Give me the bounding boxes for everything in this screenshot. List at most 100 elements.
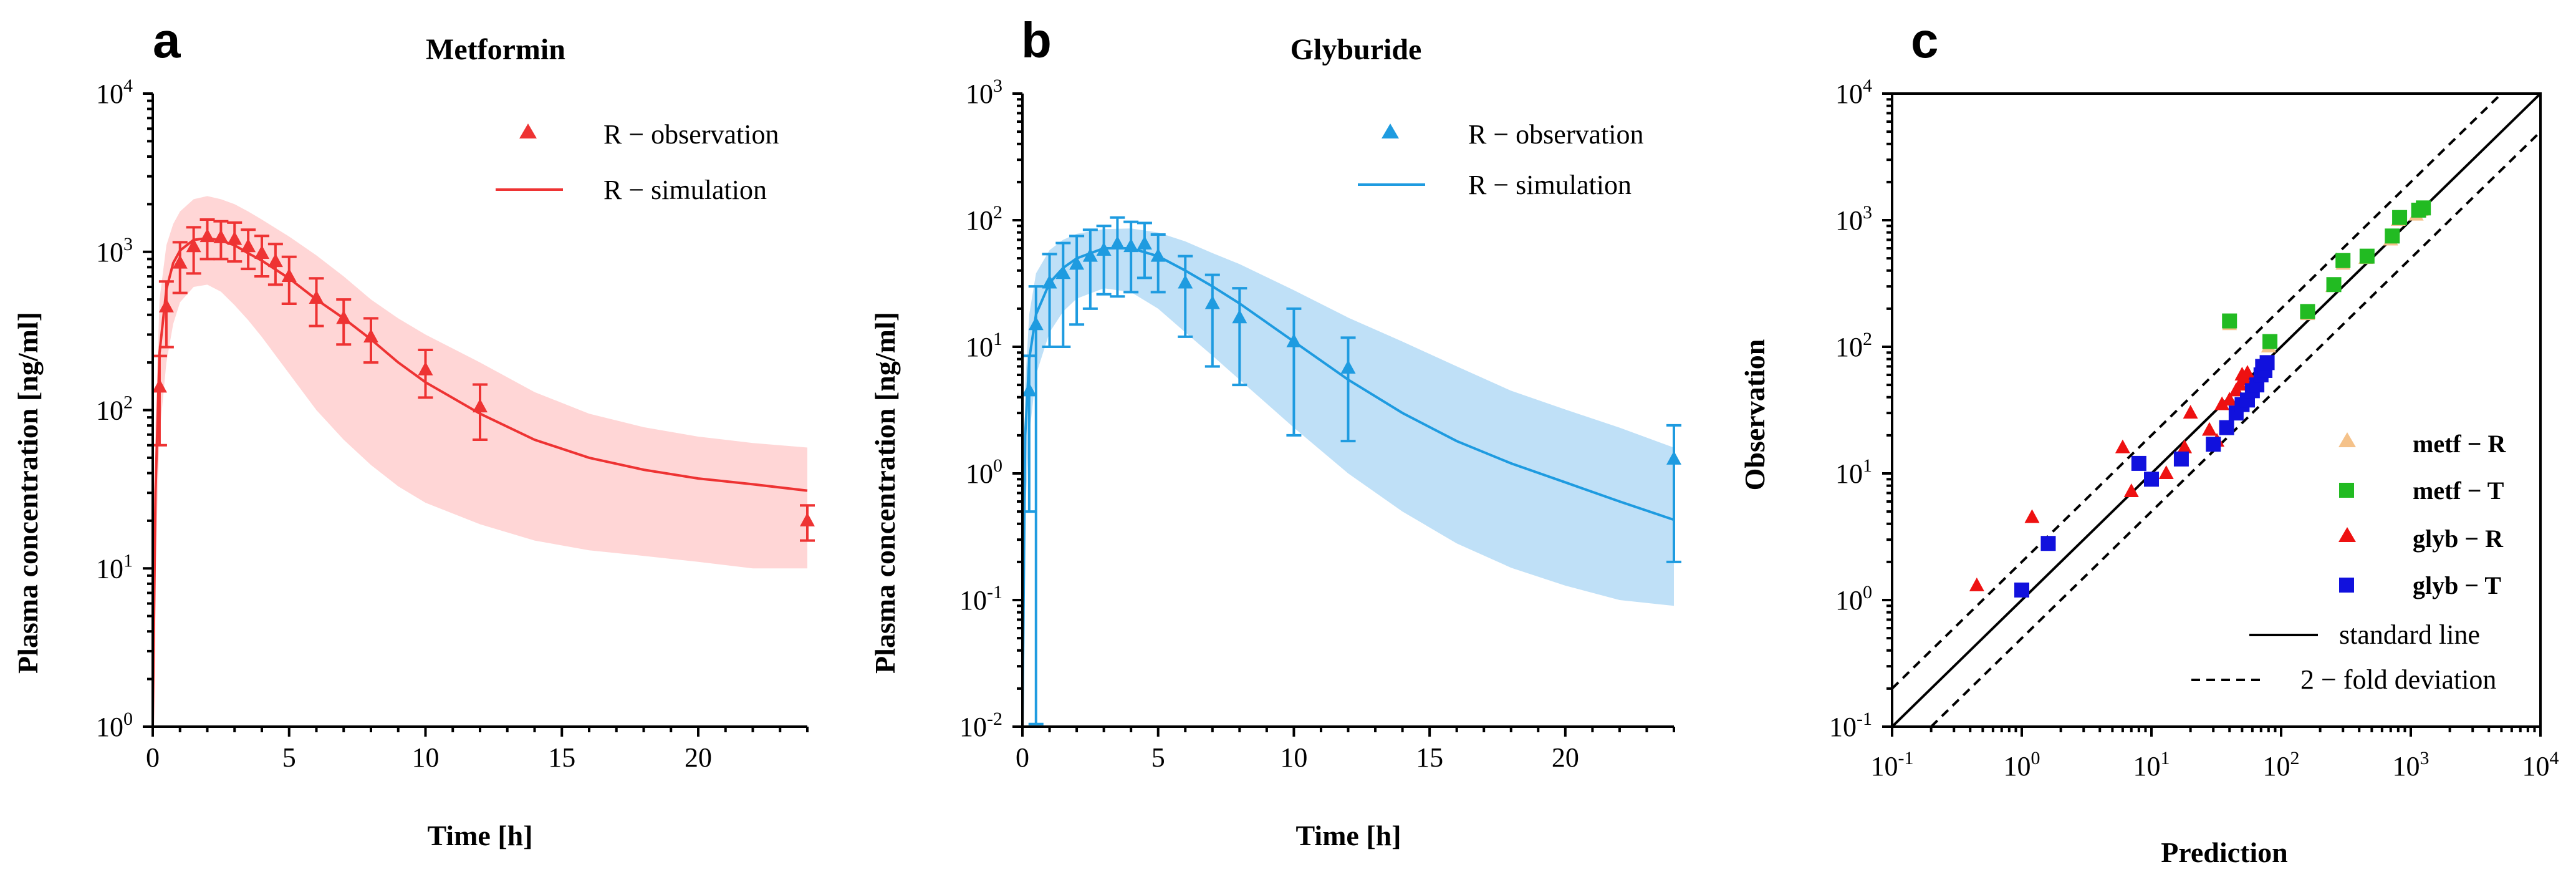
b-x-axis-title: Time [h] xyxy=(1295,820,1401,851)
b-y-tick-label: 103 xyxy=(966,75,1002,109)
c-legend: metf − R metf − T glyb − R glyb − T stan… xyxy=(2191,430,2507,695)
a-observation-point xyxy=(363,317,378,364)
a-observation-marker xyxy=(241,238,256,253)
c-x-axis-title: Prediction xyxy=(2161,836,2288,868)
a-x-tick-label: 15 xyxy=(548,742,575,773)
a-legend-simulation: R − simulation xyxy=(603,175,767,205)
b-y-tick-label: 102 xyxy=(966,202,1002,236)
b-observation-point xyxy=(1028,285,1044,725)
panel-b-letter: b xyxy=(1021,12,1052,68)
a-observation-point xyxy=(158,280,174,349)
b-observation-marker xyxy=(1204,295,1220,309)
a-axes: 0 5 10 15 20 100 101 102 103 104 xyxy=(96,75,809,773)
c-point-metft xyxy=(2262,334,2278,349)
c-point-glybt xyxy=(2219,420,2234,435)
a-y-tick-label: 100 xyxy=(96,709,133,742)
b-observation-point xyxy=(1069,235,1085,326)
c-y-tick-label: 10-1 xyxy=(1829,709,1872,742)
c-point-glybr xyxy=(2183,405,2198,419)
panel-b-title: Glyburide xyxy=(1290,33,1422,66)
a-observation-point xyxy=(213,220,229,261)
b-legend: R − observation R − simulation xyxy=(1358,119,1643,200)
b-observation-marker xyxy=(1028,316,1044,331)
a-observation-point xyxy=(267,243,283,286)
a-observations xyxy=(151,218,815,542)
b-observation-marker xyxy=(1123,238,1139,253)
a-observation-marker xyxy=(172,254,188,269)
b-observation-marker xyxy=(1150,248,1166,262)
c-x-tick-label: 102 xyxy=(2263,748,2300,782)
a-observation-marker xyxy=(254,245,269,259)
b-observation-point xyxy=(1150,233,1166,294)
a-confidence-band xyxy=(153,196,807,727)
panel-c-letter: c xyxy=(1911,12,1939,68)
b-x-tick-label: 0 xyxy=(1016,742,1029,773)
a-observation-marker xyxy=(199,228,215,243)
c-x-tick-label: 101 xyxy=(2133,748,2170,782)
b-observation-point xyxy=(1042,253,1057,348)
a-observation-marker xyxy=(363,329,378,343)
b-y-tick-label: 101 xyxy=(966,329,1002,362)
c-point-glybt xyxy=(2259,355,2275,371)
c-legend-metf-r: metf − R xyxy=(2413,430,2507,458)
a-observation-point xyxy=(418,349,433,399)
a-y-tick-label: 103 xyxy=(96,234,133,268)
a-observation-point xyxy=(172,241,188,294)
b-y-tick-label: 10-2 xyxy=(959,709,1002,742)
panel-a-title: Metformin xyxy=(426,33,565,66)
b-observation-point xyxy=(1123,220,1139,294)
b-observation-marker xyxy=(1666,450,1681,465)
b-observation-point xyxy=(1021,354,1037,513)
a-observation-point xyxy=(199,218,215,261)
b-observation-point xyxy=(1096,225,1112,296)
b-confidence-band xyxy=(1022,228,1674,727)
b-observations xyxy=(1021,216,1681,725)
a-observation-marker xyxy=(158,298,174,312)
b-observation-point xyxy=(1055,241,1071,348)
a-observation-point xyxy=(254,235,269,278)
a-band-area xyxy=(153,196,807,727)
c-point-metft xyxy=(2335,253,2351,268)
b-observation-point xyxy=(1286,307,1302,437)
a-y-tick-label: 102 xyxy=(96,392,133,426)
b-observation-marker xyxy=(1096,242,1112,256)
c-point-metft xyxy=(2416,200,2431,216)
c-point-glybt xyxy=(2014,582,2029,598)
c-upper-2fold-line xyxy=(1892,94,2502,690)
a-x-tick-label: 5 xyxy=(282,742,296,773)
c-point-glybr xyxy=(2024,509,2040,523)
a-x-axis-title: Time [h] xyxy=(427,820,532,851)
b-observation-point xyxy=(1137,221,1152,279)
c-point-glybt xyxy=(2144,472,2159,487)
a-observation-marker xyxy=(281,268,297,283)
a-observation-marker xyxy=(800,512,815,526)
b-x-tick-label: 10 xyxy=(1280,742,1307,773)
a-legend-observation: R − observation xyxy=(603,119,779,150)
b-observation-marker xyxy=(1340,360,1356,374)
c-point-metft xyxy=(2359,248,2375,264)
a-x-tick-label: 10 xyxy=(412,742,440,773)
b-y-axis-title: Plasma concentration [ng/ml] xyxy=(869,312,901,674)
c-point-glybt xyxy=(2040,536,2056,551)
b-observation-marker xyxy=(1082,248,1098,262)
a-observation-point xyxy=(800,504,815,542)
a-observation-marker xyxy=(267,253,283,268)
c-point-glybr xyxy=(2177,439,2193,453)
a-observation-marker xyxy=(227,231,243,245)
a-x-tick-label: 20 xyxy=(685,742,712,773)
a-observation-marker xyxy=(151,379,167,393)
c-point-glybr xyxy=(2123,483,2139,497)
a-legend: R − observation R − simulation xyxy=(496,119,779,205)
a-observation-point xyxy=(309,277,324,327)
c-point-glybr xyxy=(2202,422,2218,436)
c-point-glybr xyxy=(2158,465,2174,479)
c-x-tick-label: 10-1 xyxy=(1871,748,1914,782)
b-observation-point xyxy=(1666,424,1681,563)
a-observation-marker xyxy=(309,289,324,304)
a-observation-point xyxy=(186,226,201,275)
c-legend-fold-deviation: 2 − fold deviation xyxy=(2300,664,2496,695)
c-point-glybr xyxy=(2239,365,2255,379)
c-y-tick-label: 104 xyxy=(1835,75,1872,109)
c-legend-metf-t: metf − T xyxy=(2413,477,2504,505)
